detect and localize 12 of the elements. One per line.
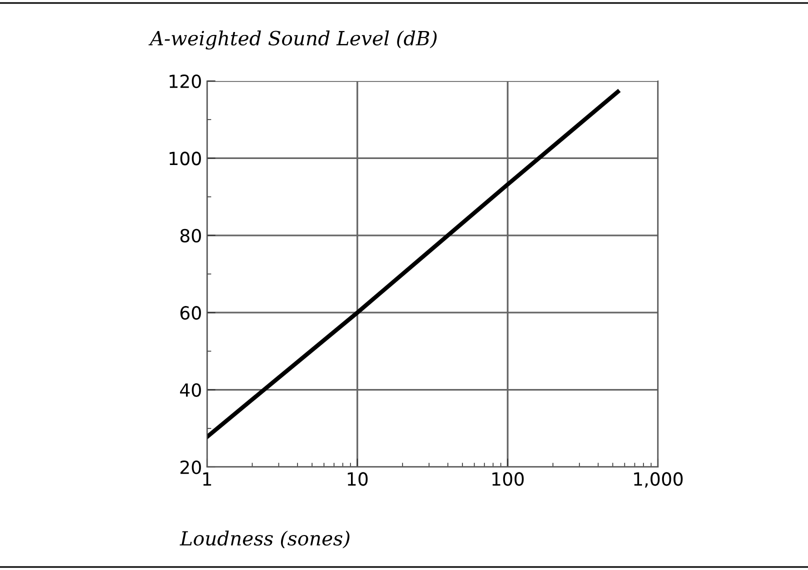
x-tick-label: 100 [492, 472, 524, 486]
y-tick-label: 20 [180, 460, 201, 474]
y-tick-label: 100 [170, 152, 201, 166]
y-tick-label: 60 [180, 306, 201, 320]
x-tick-label: 1 [203, 472, 212, 486]
y-axis-title: A-weighted Sound Level (dB) [148, 30, 437, 50]
y-tick-label: 40 [180, 383, 201, 397]
x-axis-title: Loudness (sones) [180, 530, 350, 548]
y-tick-label: 120 [170, 74, 201, 88]
x-tick-label: 1,000 [634, 472, 683, 488]
x-tick-label: 10 [348, 472, 368, 486]
y-tick-label: 80 [180, 228, 201, 243]
